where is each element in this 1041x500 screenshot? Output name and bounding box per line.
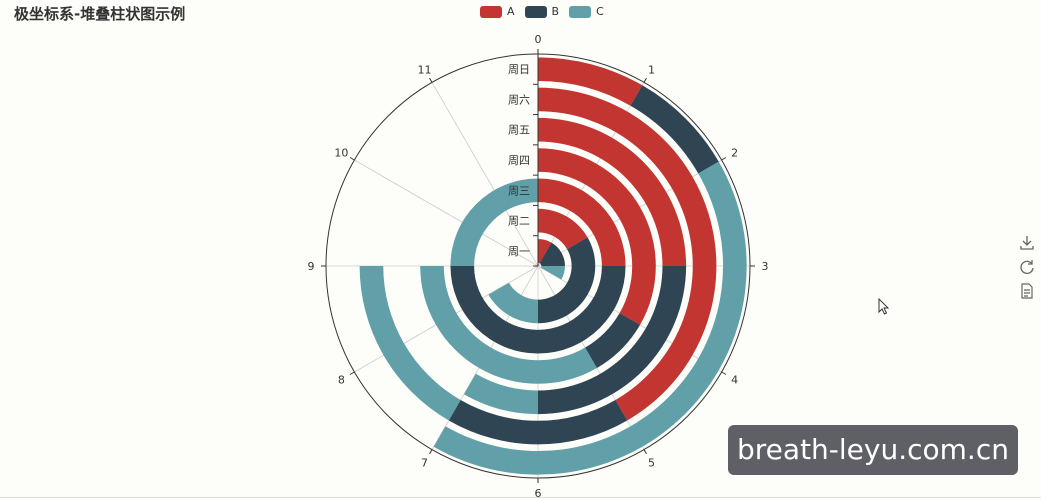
bar-b-2[interactable] (538, 237, 596, 324)
angle-tick-label: 6 (535, 487, 542, 500)
angle-split-line (431, 82, 539, 267)
bar-a-5[interactable] (538, 117, 687, 266)
angle-tick-label: 7 (421, 457, 428, 470)
chart-title: 极坐标系-堆叠柱状图示例 (14, 5, 186, 23)
angle-tick (721, 157, 727, 161)
angle-tick (349, 157, 355, 161)
data-view-icon[interactable] (1018, 282, 1036, 300)
angle-tick-label: 9 (308, 260, 315, 273)
radius-category-label: 周二 (508, 215, 530, 228)
bar-b-6[interactable] (448, 400, 628, 445)
bar-a-6[interactable] (538, 87, 717, 421)
radius-category-label: 周五 (508, 124, 530, 137)
legend-swatch-b (524, 5, 547, 18)
bar-c-2[interactable] (488, 282, 538, 324)
angle-tick (429, 77, 433, 83)
divider (0, 497, 1041, 498)
angle-tick-label: 1 (648, 63, 655, 76)
angle-tick (721, 371, 727, 375)
angle-tick (429, 449, 433, 455)
bar-a-7[interactable] (538, 57, 643, 106)
bar-b-1[interactable] (539, 242, 565, 266)
legend-label-a: A (507, 5, 515, 18)
radius-category-label: 周一 (508, 245, 530, 258)
angle-tick (349, 371, 355, 375)
angle-tick-label: 4 (731, 374, 738, 387)
bar-c-7[interactable] (433, 161, 747, 475)
angle-tick (643, 449, 647, 455)
legend-item-a[interactable]: A (480, 5, 515, 18)
legend-item-c[interactable]: C (569, 5, 604, 18)
bar-a-2[interactable] (538, 208, 588, 250)
legend: A B C (480, 5, 604, 18)
bar-b-3[interactable] (450, 266, 626, 354)
bar-b-4[interactable] (585, 313, 641, 369)
bar-c-6[interactable] (359, 266, 461, 421)
bar-c-1[interactable] (540, 266, 565, 280)
angle-tick-label: 2 (731, 147, 738, 160)
legend-swatch-c (569, 5, 592, 18)
bar-c-5[interactable] (463, 373, 538, 415)
legend-label-c: C (596, 5, 604, 18)
legend-label-b: B (551, 5, 560, 18)
angle-tick (643, 77, 647, 83)
radius-category-label: 周日 (508, 63, 530, 76)
bar-b-5[interactable] (538, 266, 687, 415)
mouse-cursor-icon (878, 298, 890, 315)
radius-category-label: 周六 (508, 93, 530, 106)
radius-category-label: 周四 (508, 154, 530, 167)
toolbox (1018, 234, 1036, 300)
bar-a-1[interactable] (538, 239, 552, 264)
angle-tick-label: 10 (334, 147, 348, 160)
restore-icon[interactable] (1018, 258, 1036, 276)
radius-category-label: 周三 (508, 184, 530, 197)
angle-tick-label: 8 (338, 374, 345, 387)
angle-tick-label: 5 (648, 457, 655, 470)
bar-a-3[interactable] (538, 178, 626, 266)
bar-c-4[interactable] (420, 266, 597, 384)
angle-tick-label: 3 (762, 260, 769, 273)
angle-tick-label: 0 (535, 33, 542, 46)
watermark: breath-leyu.com.cn (728, 425, 1018, 475)
bar-c-3[interactable] (450, 178, 538, 266)
angle-tick-label: 11 (418, 63, 432, 76)
legend-swatch-a (480, 5, 502, 18)
download-icon[interactable] (1018, 234, 1036, 252)
bar-b-7[interactable] (630, 85, 719, 174)
bar-a-4[interactable] (538, 148, 656, 325)
angle-split-line (354, 159, 539, 267)
legend-item-b[interactable]: B (524, 5, 560, 18)
